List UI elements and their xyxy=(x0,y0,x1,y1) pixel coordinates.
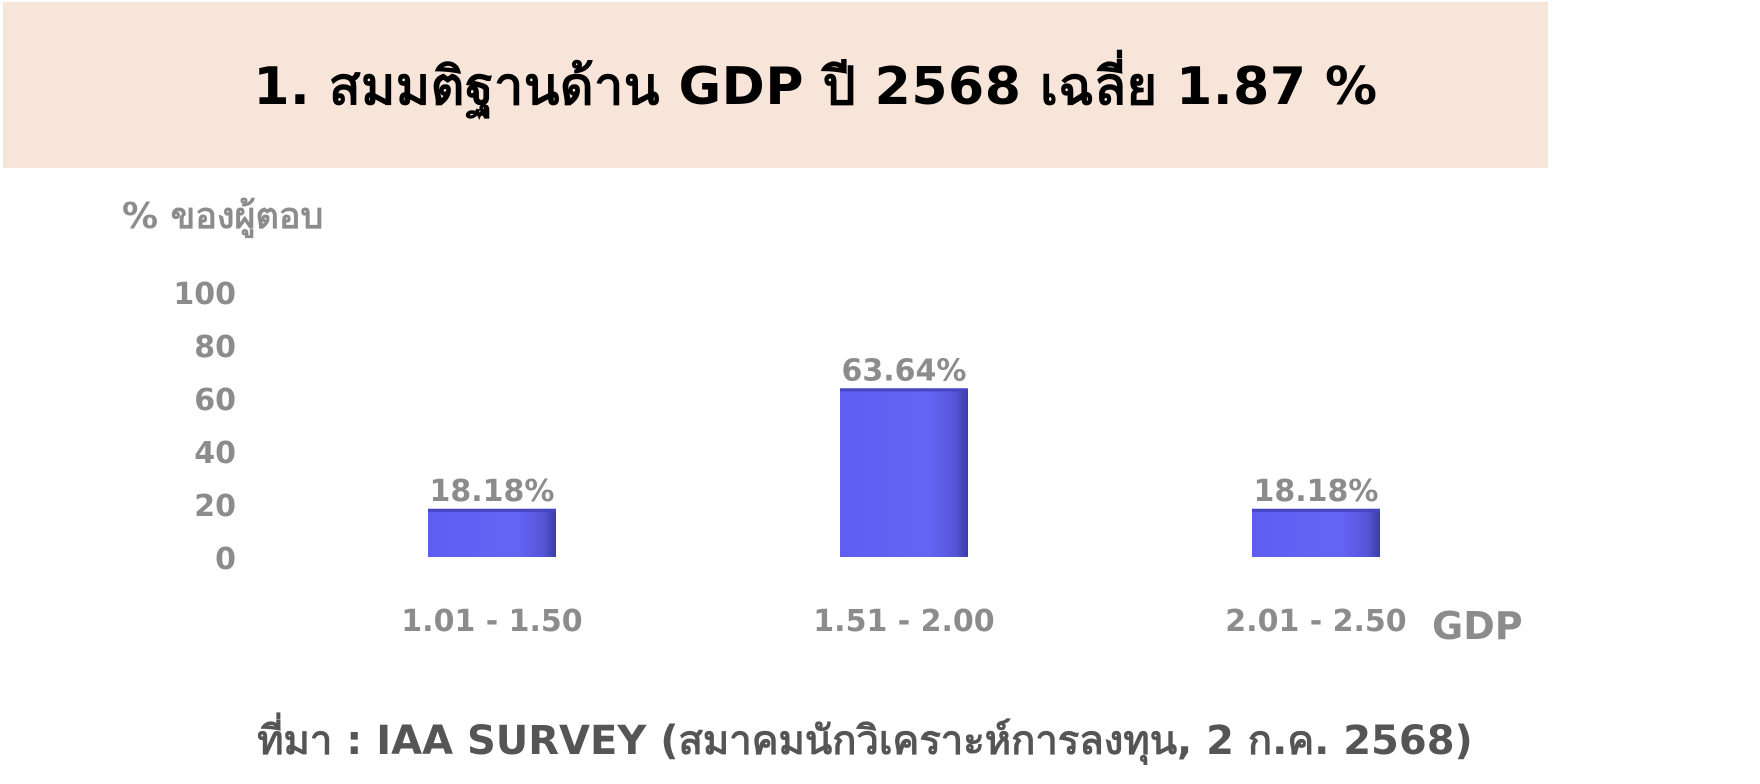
bar xyxy=(428,508,556,557)
chart-svg: % ของผู้ตอบ GDP 0 20 40 60 80 100 18.18% 63.64… xyxy=(122,196,1523,648)
y-tick-label: 0 xyxy=(215,542,236,577)
page-title: 1. สมมติฐานด้าน GDP ปี 2568 เฉลี่ย 1.87 … xyxy=(253,56,1378,117)
data-label: 18.18% xyxy=(430,474,555,509)
x-axis-ticks: 1.01 - 1.50 1.51 - 2.00 2.01 - 2.50 xyxy=(401,604,1406,639)
bar xyxy=(1252,508,1380,557)
y-axis-label: % ของผู้ตอบ xyxy=(122,196,323,239)
data-label: 63.64% xyxy=(842,353,967,388)
x-tick-label: 1.01 - 1.50 xyxy=(401,604,582,639)
bar-series xyxy=(428,388,1380,557)
y-axis-ticks: 0 20 40 60 80 100 xyxy=(173,277,236,577)
y-tick-label: 100 xyxy=(173,277,236,312)
y-tick-label: 60 xyxy=(194,383,236,418)
data-label: 18.18% xyxy=(1254,474,1379,509)
x-axis-label: GDP xyxy=(1432,604,1523,648)
x-tick-label: 2.01 - 2.50 xyxy=(1225,604,1406,639)
title-banner: 1. สมมติฐานด้าน GDP ปี 2568 เฉลี่ย 1.87 … xyxy=(3,2,1548,168)
y-tick-label: 80 xyxy=(194,330,236,365)
bar-top-edge xyxy=(428,508,556,512)
bar-top-edge xyxy=(840,388,968,392)
data-labels: 18.18% 63.64% 18.18% xyxy=(430,353,1379,508)
x-tick-label: 1.51 - 2.00 xyxy=(813,604,994,639)
bar xyxy=(840,388,968,557)
source-note: ที่มา : IAA SURVEY (สมาคมนักวิเคราะห์การ… xyxy=(257,718,1473,764)
y-tick-label: 40 xyxy=(194,436,236,471)
bar-top-edge xyxy=(1252,508,1380,512)
bar-chart: % ของผู้ตอบ GDP 0 20 40 60 80 100 18.18% 63.64… xyxy=(0,168,1760,688)
y-tick-label: 20 xyxy=(194,489,236,524)
